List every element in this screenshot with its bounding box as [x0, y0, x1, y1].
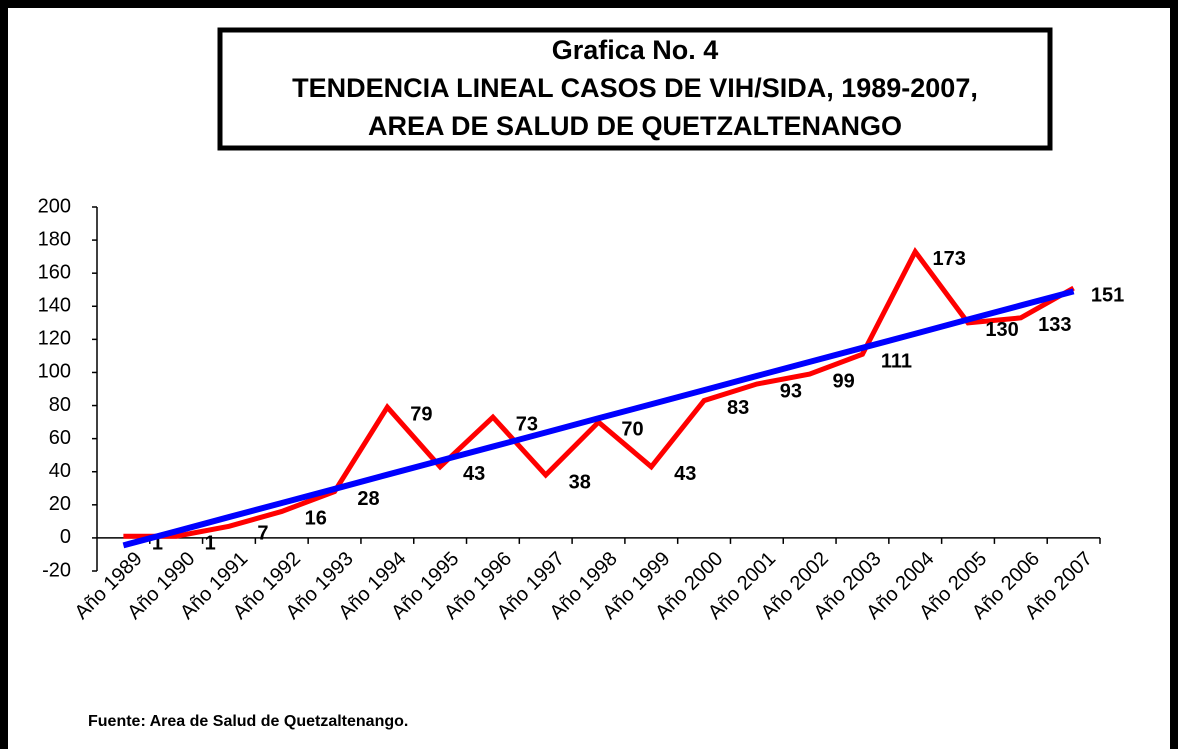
y-tick-label: 20	[49, 493, 71, 515]
y-tick-label: 140	[38, 295, 71, 317]
data-label: 1	[205, 533, 216, 555]
data-label: 130	[985, 319, 1018, 341]
data-label: 93	[780, 380, 802, 402]
data-label: 111	[881, 351, 912, 373]
data-label: 70	[621, 418, 643, 440]
y-tick-label: 160	[38, 261, 71, 283]
y-tick-label: 100	[38, 361, 71, 383]
title-box	[217, 27, 1053, 151]
chart-title: TENDENCIA LINEAL CASOS DE VIH/SIDA, 1989…	[292, 73, 978, 103]
data-label: 133	[1038, 314, 1071, 336]
y-tick-label: 120	[38, 328, 71, 350]
data-label: 43	[463, 463, 485, 485]
chart-title: AREA DE SALUD DE QUETZALTENANGO	[368, 111, 902, 141]
data-label: 43	[674, 463, 696, 485]
data-label: 1	[152, 533, 163, 555]
chart-title: Grafica No. 4	[552, 35, 719, 65]
y-tick-label: 60	[49, 427, 71, 449]
data-line	[122, 288, 1075, 549]
data-line	[123, 246, 1075, 539]
data-label: 16	[305, 508, 327, 530]
data-label: 28	[357, 488, 379, 510]
y-tick-label: 0	[60, 526, 71, 548]
data-label: 7	[257, 523, 268, 545]
y-tick-label: 200	[38, 195, 71, 217]
data-label: 73	[516, 413, 538, 435]
source-note: Fuente: Area de Salud de Quetzaltenango.	[88, 713, 408, 730]
data-label: 79	[410, 403, 432, 425]
y-tick-label: 180	[38, 228, 71, 250]
y-tick-label: 80	[49, 394, 71, 416]
data-label: 38	[569, 471, 591, 493]
data-label: 99	[833, 370, 855, 392]
data-label: 151	[1091, 284, 1124, 306]
data-label: 83	[727, 397, 749, 419]
y-tick-label: 40	[49, 460, 71, 482]
y-tick-label: -20	[42, 559, 71, 581]
data-label: 173	[933, 248, 966, 270]
